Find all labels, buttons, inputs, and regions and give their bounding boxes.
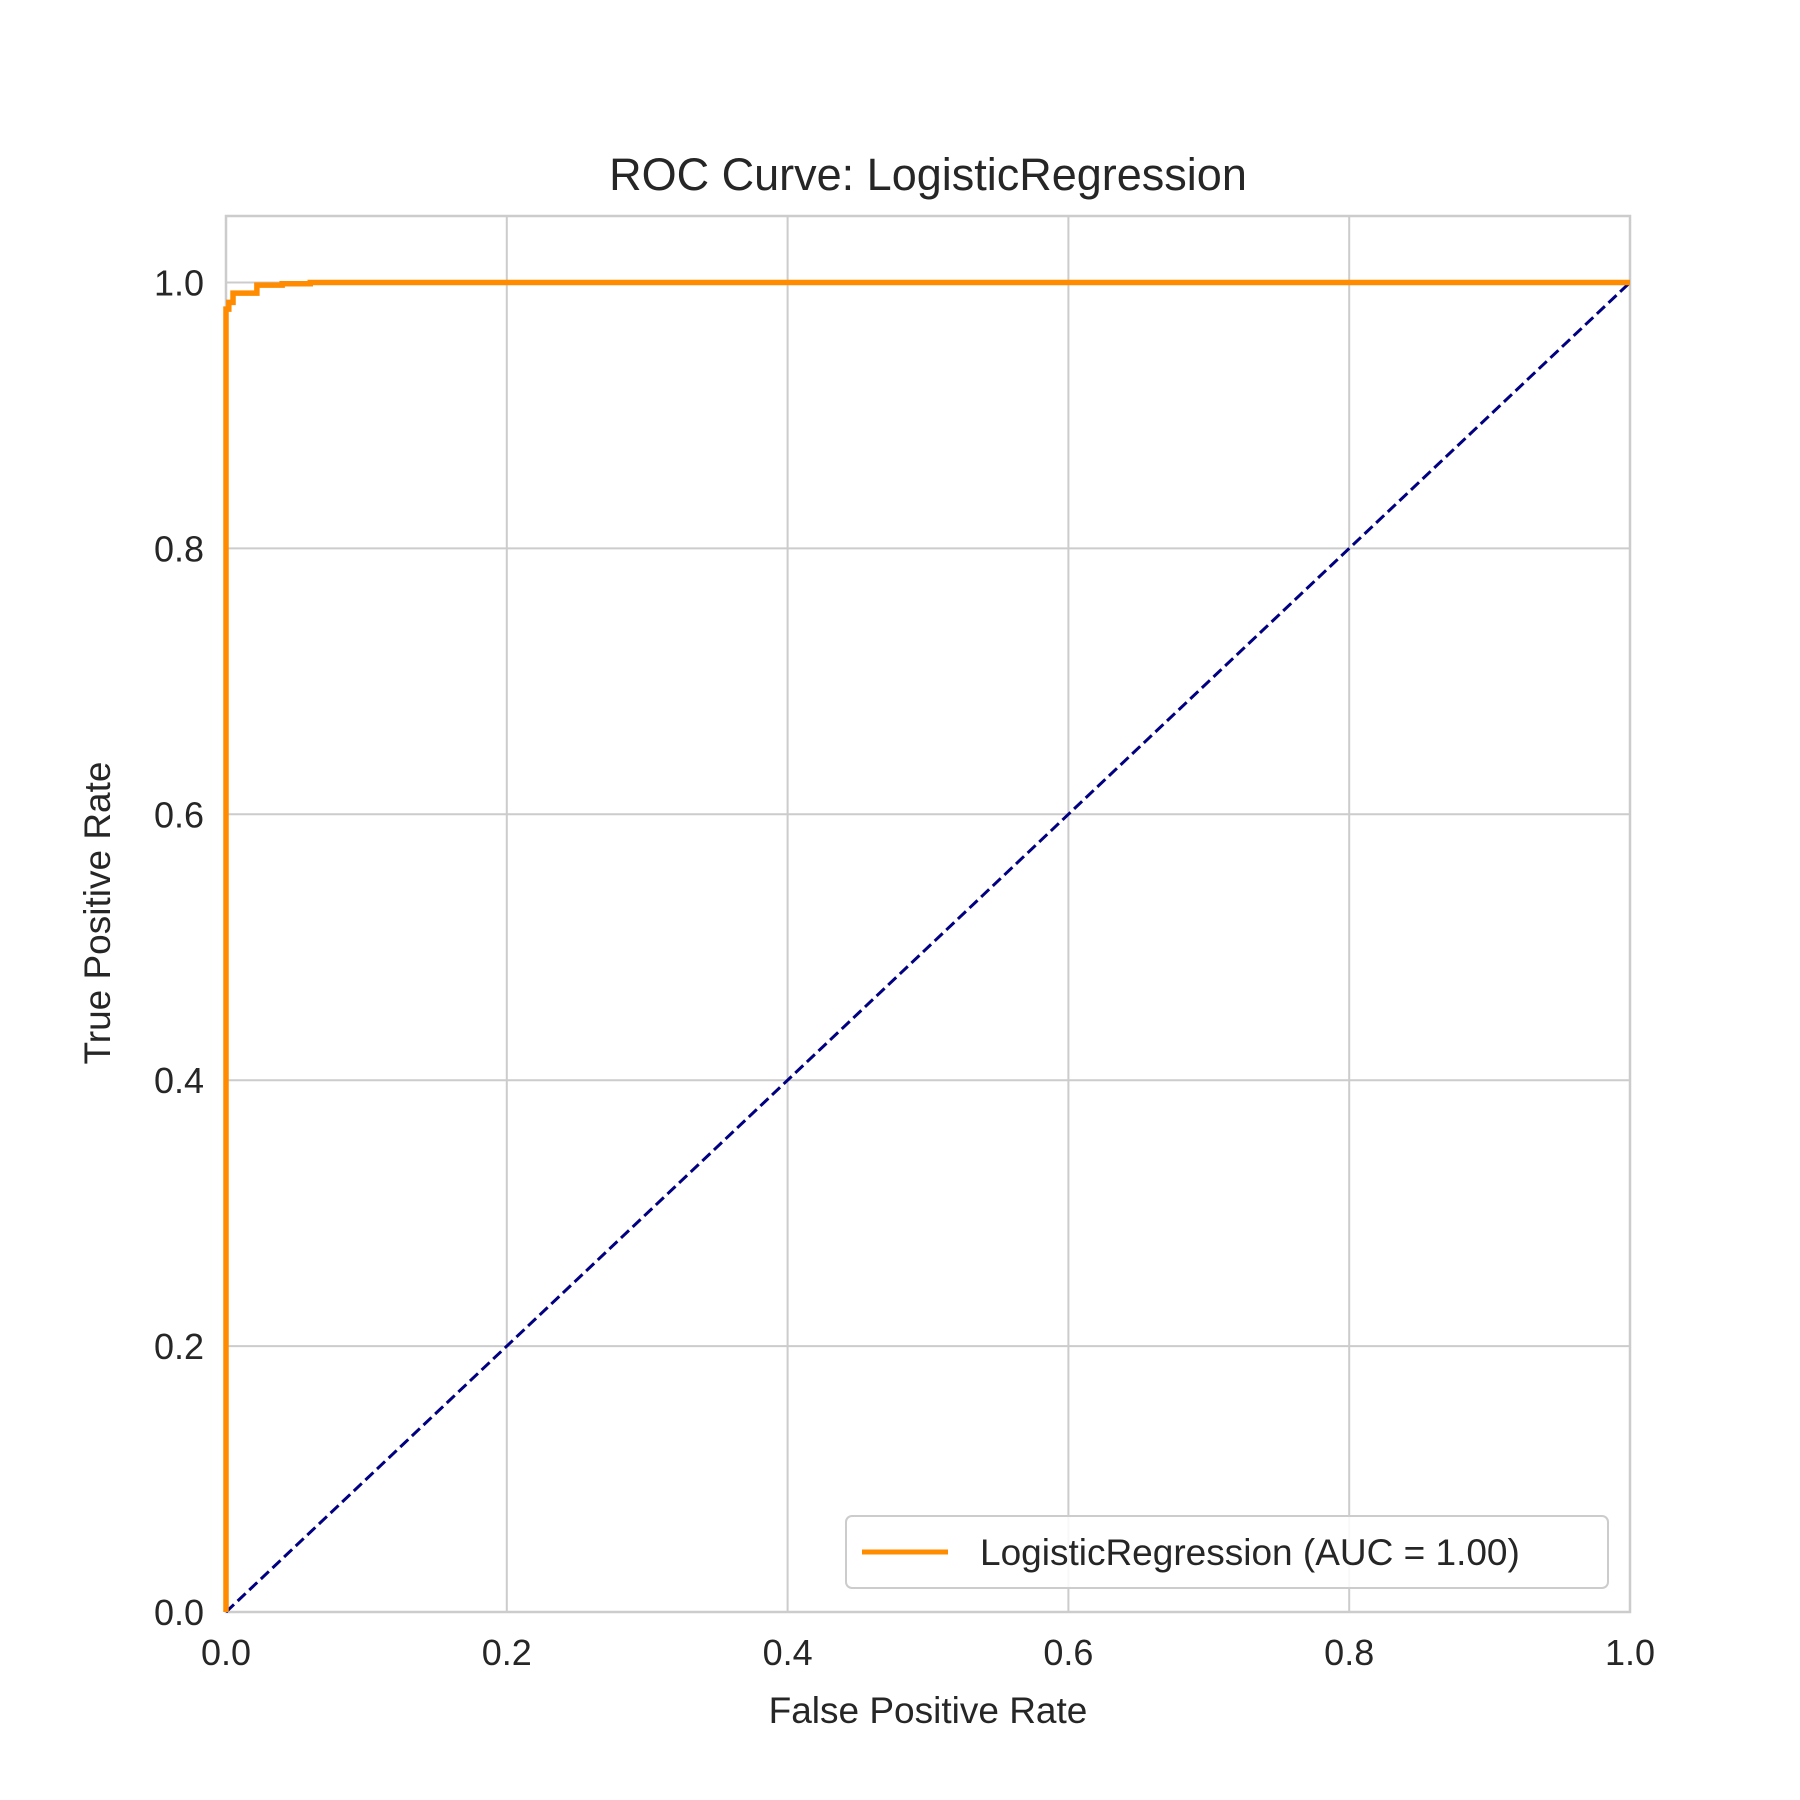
x-axis-label: False Positive Rate bbox=[769, 1690, 1088, 1731]
x-tick-label: 0.0 bbox=[201, 1632, 251, 1673]
legend-box bbox=[845, 1515, 1609, 1589]
grid bbox=[225, 216, 1631, 1613]
y-tick-label: 0.6 bbox=[154, 794, 204, 835]
y-axis-label: True Positive Rate bbox=[77, 762, 118, 1065]
y-tick-label: 0.2 bbox=[154, 1326, 204, 1367]
legend: LogisticRegression (AUC = 1.00) bbox=[845, 1515, 1609, 1589]
y-tick-label: 1.0 bbox=[154, 262, 204, 303]
y-tick-label: 0.0 bbox=[154, 1592, 204, 1633]
chance-diagonal-line bbox=[224, 281, 1632, 1614]
roc-curve-line bbox=[223, 279, 1630, 1612]
x-tick-label: 0.2 bbox=[482, 1632, 532, 1673]
x-tick-label: 1.0 bbox=[1605, 1632, 1655, 1673]
series bbox=[223, 279, 1632, 1614]
x-tick-label: 0.4 bbox=[763, 1632, 813, 1673]
x-tick-label: 0.8 bbox=[1324, 1632, 1374, 1673]
y-tick-label: 0.8 bbox=[154, 528, 204, 569]
legend-label-logisticregression: LogisticRegression (AUC = 1.00) bbox=[980, 1532, 1520, 1573]
chart-title: ROC Curve: LogisticRegression bbox=[609, 149, 1247, 200]
tick-labels: 0.0 0.2 0.4 0.6 0.8 1.0 0.0 0.2 0.4 0.6 0.8 1.0 bbox=[154, 262, 1655, 1673]
x-tick-label: 0.6 bbox=[1043, 1632, 1093, 1673]
y-tick-label: 0.4 bbox=[154, 1060, 204, 1101]
